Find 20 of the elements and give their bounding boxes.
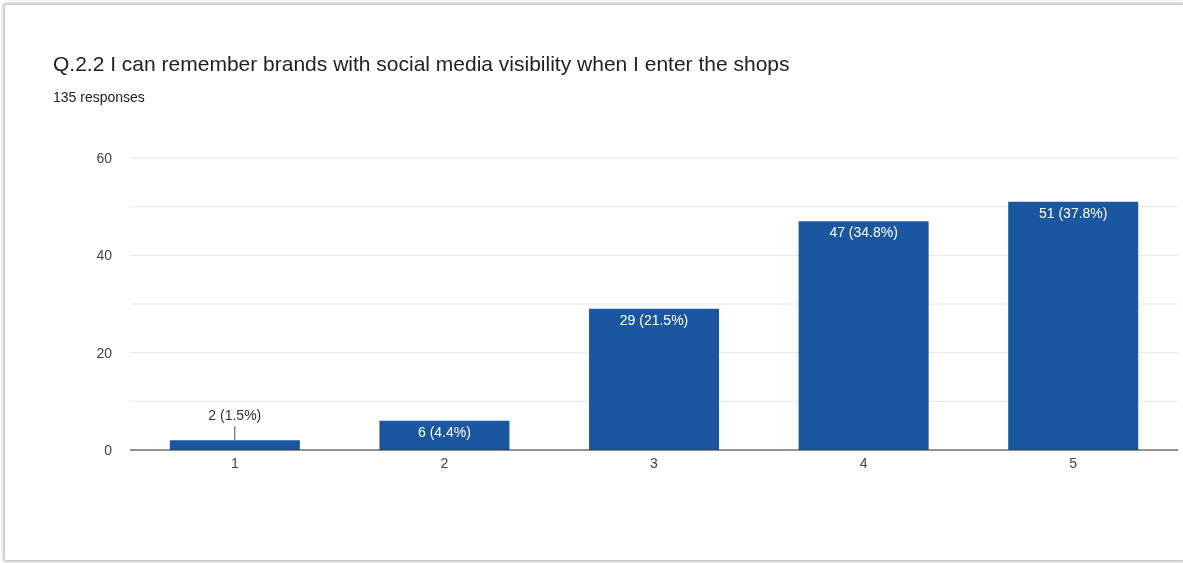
y-tick-label: 0 — [104, 441, 113, 458]
data-label: 2 (1.5%) — [208, 407, 262, 424]
bar — [169, 440, 300, 450]
bar — [798, 221, 929, 450]
chart-subtitle: 135 responses — [53, 89, 145, 105]
y-tick-label: 40 — [96, 247, 113, 264]
x-tick-label: 1 — [230, 454, 239, 471]
bar — [589, 308, 720, 450]
x-tick-label: 3 — [650, 454, 659, 471]
bar — [1008, 201, 1139, 450]
x-tick-label: 2 — [440, 454, 449, 471]
data-label: 29 (21.5%) — [619, 311, 689, 328]
data-label: 51 (37.8%) — [1038, 204, 1108, 221]
y-tick-label: 60 — [96, 149, 113, 166]
x-tick-label: 4 — [859, 454, 868, 471]
data-label: 47 (34.8%) — [829, 224, 898, 241]
chart-title: Q.2.2 I can remember brands with social media visibility when I enter the shops — [53, 52, 790, 76]
y-tick-label: 20 — [96, 344, 113, 361]
data-label: 6 (4.4%) — [417, 423, 471, 440]
x-tick-label: 5 — [1069, 454, 1078, 471]
